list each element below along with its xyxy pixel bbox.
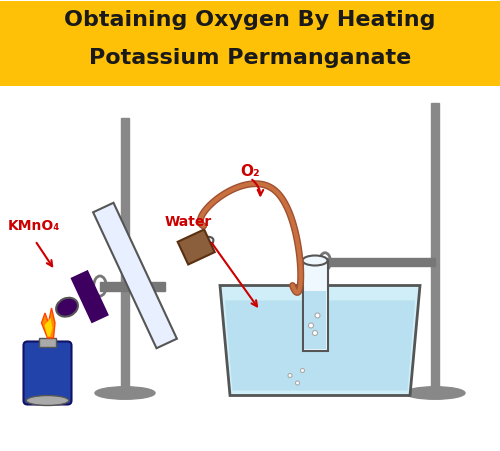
- Ellipse shape: [405, 387, 465, 399]
- Ellipse shape: [95, 387, 155, 399]
- Circle shape: [300, 368, 304, 373]
- Text: Potassium Permanganate: Potassium Permanganate: [89, 48, 411, 68]
- Bar: [121, 118, 129, 393]
- Ellipse shape: [56, 298, 78, 317]
- Circle shape: [296, 381, 300, 385]
- Ellipse shape: [302, 256, 328, 266]
- Polygon shape: [70, 270, 109, 323]
- Ellipse shape: [192, 237, 214, 251]
- Text: Obtaining Oxygen By Heating: Obtaining Oxygen By Heating: [64, 10, 436, 31]
- Polygon shape: [93, 203, 177, 348]
- Circle shape: [315, 313, 320, 318]
- Polygon shape: [178, 230, 214, 264]
- Circle shape: [312, 331, 318, 336]
- Text: O₂: O₂: [240, 164, 260, 179]
- Polygon shape: [220, 285, 420, 396]
- Polygon shape: [42, 308, 55, 338]
- Bar: [325, 258, 435, 266]
- Text: KMnO₄: KMnO₄: [8, 220, 60, 234]
- Text: Water: Water: [165, 215, 212, 229]
- Circle shape: [288, 373, 292, 377]
- FancyBboxPatch shape: [24, 341, 72, 405]
- Polygon shape: [225, 300, 415, 391]
- Bar: [302, 261, 328, 350]
- Bar: [431, 103, 439, 393]
- FancyBboxPatch shape: [0, 0, 500, 86]
- Bar: [304, 290, 326, 349]
- Polygon shape: [44, 318, 52, 336]
- Circle shape: [308, 323, 314, 328]
- Bar: [38, 337, 56, 346]
- Ellipse shape: [26, 396, 69, 405]
- Bar: [100, 281, 165, 290]
